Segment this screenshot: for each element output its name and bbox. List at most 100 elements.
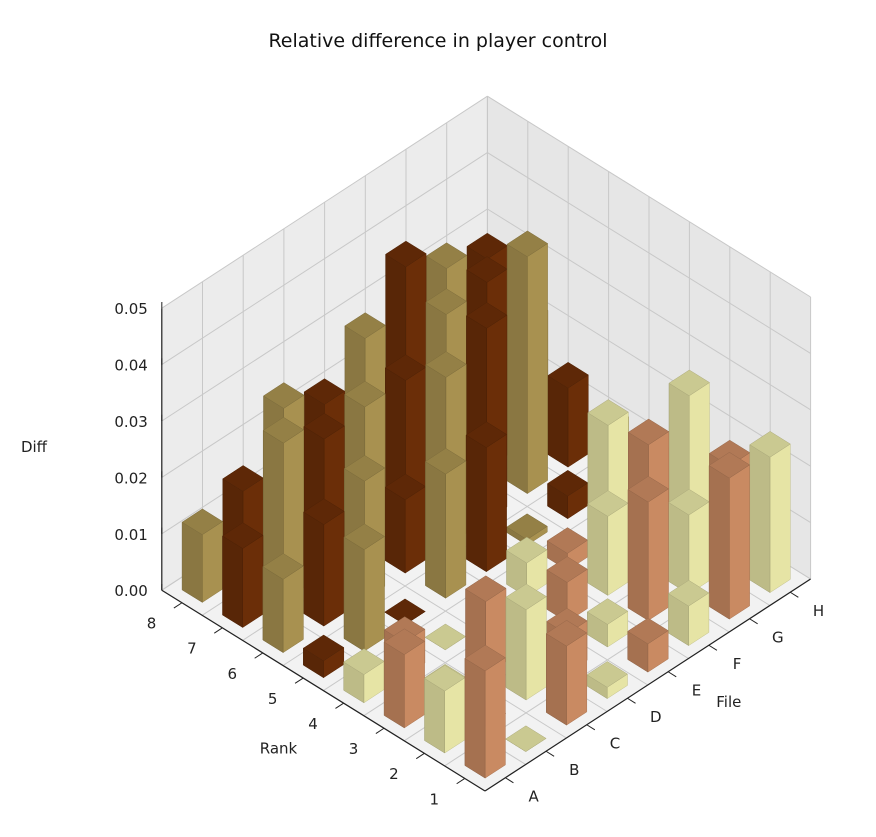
bar-top xyxy=(506,513,548,540)
bar-face xyxy=(587,503,609,596)
bar-top xyxy=(425,351,467,378)
bar-face xyxy=(383,641,405,729)
bar-top xyxy=(424,623,467,651)
wall-grid-line xyxy=(487,95,811,298)
bar-face xyxy=(222,535,243,628)
bar-C2 xyxy=(505,583,547,701)
bar-face xyxy=(242,534,264,628)
bar-E4 xyxy=(506,536,548,598)
bar-face xyxy=(484,657,506,779)
bar-D5 xyxy=(424,448,467,599)
bar-face xyxy=(769,443,791,594)
bar-top xyxy=(506,230,549,257)
bar-top xyxy=(303,498,345,525)
bar-top xyxy=(505,725,547,752)
bar-top xyxy=(708,452,751,479)
rank-tick xyxy=(254,652,264,659)
file-tick-label: C xyxy=(610,734,620,752)
bar-top xyxy=(667,580,710,607)
bar-top xyxy=(222,465,264,492)
file-tick-label: H xyxy=(813,602,824,620)
bar-top xyxy=(262,417,305,444)
bar-top xyxy=(384,598,426,625)
bar-C1 xyxy=(545,620,588,726)
bar-top xyxy=(627,617,669,645)
bar-E3 xyxy=(546,556,588,623)
bar-E5 xyxy=(465,421,508,573)
bar-A6 xyxy=(262,553,304,654)
rank-tick xyxy=(213,627,223,634)
bar-top xyxy=(384,354,427,381)
bar-face xyxy=(445,460,467,599)
file-tick-label: D xyxy=(650,708,662,726)
file-tick-label: E xyxy=(692,681,701,699)
file-axis-line xyxy=(484,578,811,792)
bar-face xyxy=(708,465,730,620)
bar-A8 xyxy=(181,508,224,603)
bar-top xyxy=(222,522,264,549)
rank-tick xyxy=(456,778,466,785)
rank-axis-label: Rank xyxy=(260,740,298,758)
bar-face xyxy=(464,657,486,779)
bar-face xyxy=(566,632,588,726)
wall-grid-line xyxy=(161,152,488,366)
bar-A3 xyxy=(383,628,426,729)
bar-G5 xyxy=(547,470,589,520)
bar-A1 xyxy=(464,644,506,779)
bar-top xyxy=(466,256,508,283)
bar-F2 xyxy=(627,476,669,621)
bars xyxy=(181,230,791,779)
file-tick xyxy=(627,697,636,704)
bar-face xyxy=(465,434,487,573)
bar-top xyxy=(343,455,386,482)
bar-top xyxy=(587,399,629,426)
rank-tick-label: 8 xyxy=(147,615,157,633)
bar-face xyxy=(729,464,750,620)
bar-face xyxy=(363,535,385,652)
bar-face xyxy=(303,511,325,627)
z-tick-label: 0.05 xyxy=(114,300,147,318)
bar-face xyxy=(404,640,425,729)
rank-tick-label: 4 xyxy=(308,715,318,733)
bar-B5 xyxy=(343,523,385,652)
bar-face xyxy=(505,596,527,701)
bar-top xyxy=(587,490,629,517)
rank-tick xyxy=(415,752,425,760)
wall-grid-line xyxy=(161,208,488,422)
bar-face xyxy=(202,521,223,603)
file-tick xyxy=(789,591,799,598)
bar-top xyxy=(425,242,468,269)
z-axis-label: Diff xyxy=(21,438,48,456)
bar-E1 xyxy=(627,617,669,673)
bar-face xyxy=(749,444,771,594)
file-tick xyxy=(505,777,514,784)
axis-lines xyxy=(161,302,811,792)
bar-A4 xyxy=(343,648,385,704)
rank-tick-label: 1 xyxy=(430,790,440,808)
bar-top xyxy=(465,421,508,448)
bar-face xyxy=(688,501,710,595)
bar-top xyxy=(547,362,589,389)
bar-B6 xyxy=(303,498,345,627)
bar-A5 xyxy=(302,634,345,679)
bar-top xyxy=(506,536,548,564)
bar-G2 xyxy=(668,488,710,595)
bar-face xyxy=(525,596,547,701)
rank-tick-label: 3 xyxy=(349,740,359,758)
bar-top xyxy=(425,288,467,315)
bar-top xyxy=(263,382,305,409)
bar-top xyxy=(465,575,507,602)
bar-face xyxy=(567,374,589,468)
bar-face xyxy=(486,433,507,573)
z-tick-label: 0.00 xyxy=(114,582,147,600)
bar-top xyxy=(424,448,467,475)
z-tick-label: 0.04 xyxy=(114,357,147,375)
rank-tick xyxy=(173,602,183,609)
bar-top xyxy=(464,644,506,672)
axis-labels: A B C D E F G H 1 2 3 4 5 6 7 80.00 0.01 0.02 0.03 0.04 0.05… xyxy=(21,300,824,808)
bar-top xyxy=(546,556,588,583)
rank-axis-line xyxy=(161,589,486,792)
file-axis-label: File xyxy=(716,693,741,711)
bar-top xyxy=(627,418,670,446)
